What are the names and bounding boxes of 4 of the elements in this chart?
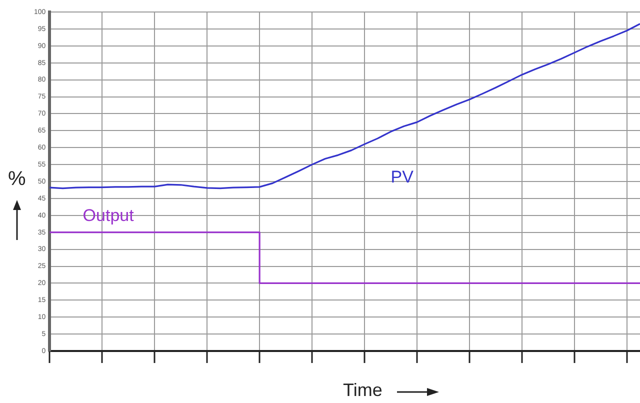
series-label: PV (390, 167, 414, 186)
y-axis-title: % (8, 168, 26, 191)
x-axis-title: Time (343, 380, 382, 401)
series-label: Output (82, 206, 134, 226)
